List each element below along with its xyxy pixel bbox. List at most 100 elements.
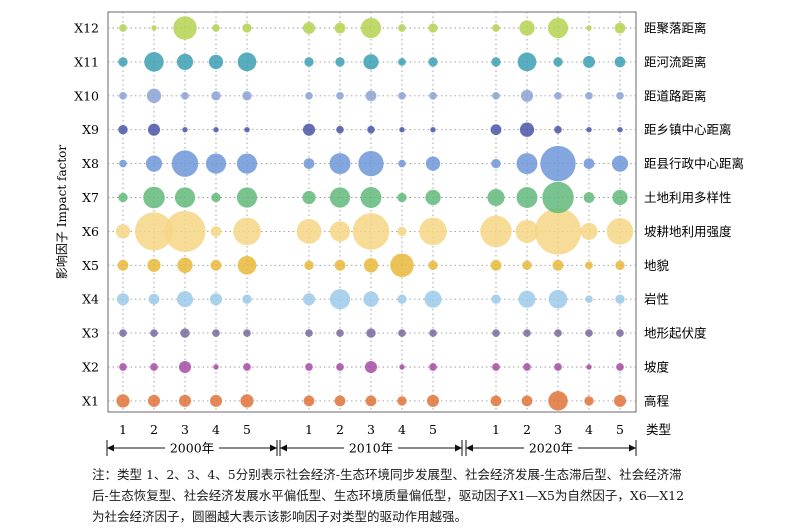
xtick-2000年-3: 3 <box>181 422 189 437</box>
bubble-X1-c15 <box>613 394 627 407</box>
bubble-X4-c1 <box>116 293 130 306</box>
bubble-X9-c11 <box>490 124 502 136</box>
bubble-X3-c4 <box>212 329 220 337</box>
bubble-X3-c10 <box>429 329 437 337</box>
bubble-X2-c9 <box>399 364 405 370</box>
factor-name-X9: 距乡镇中心距离 <box>644 122 732 137</box>
factor-name-X10: 距道路距离 <box>644 88 707 103</box>
bubble-X9-c4 <box>213 127 219 133</box>
bubble-X10-c5 <box>242 91 252 101</box>
bubble-X10-c1 <box>119 91 127 100</box>
group-label-2: 2020年 <box>529 441 573 456</box>
chart-note: 注：类型 1、2、3、4、5分别表示社会经济-生态环境同步发展型、社会经济发展-… <box>92 467 685 524</box>
bubble-X5-c6 <box>304 260 314 270</box>
bubble-X2-c2 <box>150 363 158 371</box>
factor-name-X7: 土地利用多样性 <box>644 190 732 205</box>
bubble-X7-c4 <box>211 192 221 203</box>
bubble-X1-c6 <box>303 395 315 407</box>
bubble-X6-c10 <box>419 217 447 246</box>
bubble-X4-c2 <box>148 293 160 305</box>
bubble-X5-c7 <box>334 259 346 271</box>
bubble-X11-c14 <box>582 55 596 68</box>
plot-frame <box>107 11 637 413</box>
bubble-X11-c5 <box>237 52 257 72</box>
bubble-X3-c9 <box>398 329 406 337</box>
factor-name-X2: 坡度 <box>644 360 670 375</box>
bubble-X3-c15 <box>616 329 624 337</box>
bubble-X10-c13 <box>554 91 562 100</box>
bubble-X9-c3 <box>182 127 188 133</box>
xtick-2000年-1: 1 <box>119 422 127 437</box>
bubble-X12-c9 <box>398 24 406 32</box>
bubble-X1-c10 <box>426 394 440 407</box>
bubble-X9-c10 <box>430 127 436 133</box>
xtick-2020年-1: 1 <box>492 422 500 437</box>
bubble-X1-c11 <box>490 395 502 407</box>
bubble-X4-c8 <box>363 291 379 307</box>
xtick-2020年-3: 3 <box>554 422 562 437</box>
bubble-X10-c4 <box>211 91 221 101</box>
factor-name-X5: 地貌 <box>644 258 670 273</box>
bubble-X5-c11 <box>490 259 502 271</box>
factor-name-X6: 坡耕地利用强度 <box>644 224 732 239</box>
xtick-2000年-2: 2 <box>150 422 158 437</box>
bubble-X3-c7 <box>336 329 344 337</box>
ytick-X12: X12 <box>74 21 99 36</box>
bubble-X9-c5 <box>244 127 250 133</box>
bracket-arrow-right-0 <box>270 444 277 452</box>
bubble-X11-c1 <box>118 57 128 67</box>
bubble-X12-c13 <box>547 17 569 39</box>
xtick-2010年-2: 2 <box>336 422 344 437</box>
bubble-X9-c1 <box>118 125 128 135</box>
xtick-2010年-1: 1 <box>305 422 313 437</box>
bracket-arrow-left-1 <box>280 444 287 452</box>
bubble-X8-c6 <box>303 158 315 170</box>
xtick-2020年-4: 4 <box>585 422 593 437</box>
xtick-2020年-2: 2 <box>523 422 531 437</box>
bubble-X3-c5 <box>243 329 251 337</box>
bubble-X10-c10 <box>429 91 437 100</box>
bubble-X5-c5 <box>237 255 257 275</box>
bubble-X5-c4 <box>210 259 222 271</box>
bubble-X7-c11 <box>487 188 505 207</box>
bubble-X11-c2 <box>144 52 164 72</box>
bubble-X12-c11 <box>492 24 500 32</box>
bubble-X5-c9 <box>390 253 414 278</box>
ytick-X7: X7 <box>82 190 99 205</box>
bubble-X4-c7 <box>329 289 351 310</box>
bubble-X8-c12 <box>516 153 538 175</box>
xtick-2000年-5: 5 <box>243 422 251 437</box>
bubble-X7-c14 <box>583 192 595 203</box>
bubble-X6-c2 <box>134 212 174 251</box>
bubble-X3-c2 <box>150 329 158 337</box>
bubble-X11-c10 <box>428 57 438 67</box>
bubble-X8-c8 <box>358 150 384 177</box>
bubble-X7-c5 <box>236 187 258 208</box>
xtick-2000年-4: 4 <box>212 422 220 437</box>
bubble-X8-c3 <box>171 150 199 177</box>
bubble-X4-c15 <box>615 294 625 304</box>
bubble-X12-c14 <box>586 25 592 31</box>
factor-name-X12: 距聚落距离 <box>644 21 707 36</box>
bubble-X1-c8 <box>365 395 377 407</box>
bubble-X6-c9 <box>397 226 407 237</box>
bubble-X3-c12 <box>523 329 531 337</box>
bubble-X10-c2 <box>146 88 162 103</box>
bubble-X8-c2 <box>145 155 163 172</box>
bubble-X7-c8 <box>360 187 382 208</box>
bubble-X2-c14 <box>586 364 592 370</box>
xtick-2010年-3: 3 <box>367 422 375 437</box>
xtick-2010年-5: 5 <box>429 422 437 437</box>
bubble-X1-c2 <box>147 394 161 407</box>
bubble-X6-c5 <box>233 217 261 246</box>
bubble-X4-c12 <box>518 290 536 308</box>
ytick-X5: X5 <box>82 258 99 273</box>
bubble-X7-c1 <box>118 192 128 203</box>
bracket-arrow-right-2 <box>629 444 636 452</box>
bubble-X12-c6 <box>302 21 316 35</box>
bubble-X8-c5 <box>236 153 258 174</box>
bubble-X6-c8 <box>352 213 390 250</box>
bubble-X10-c15 <box>616 91 624 100</box>
type-axis-title: 类型 <box>646 422 671 437</box>
